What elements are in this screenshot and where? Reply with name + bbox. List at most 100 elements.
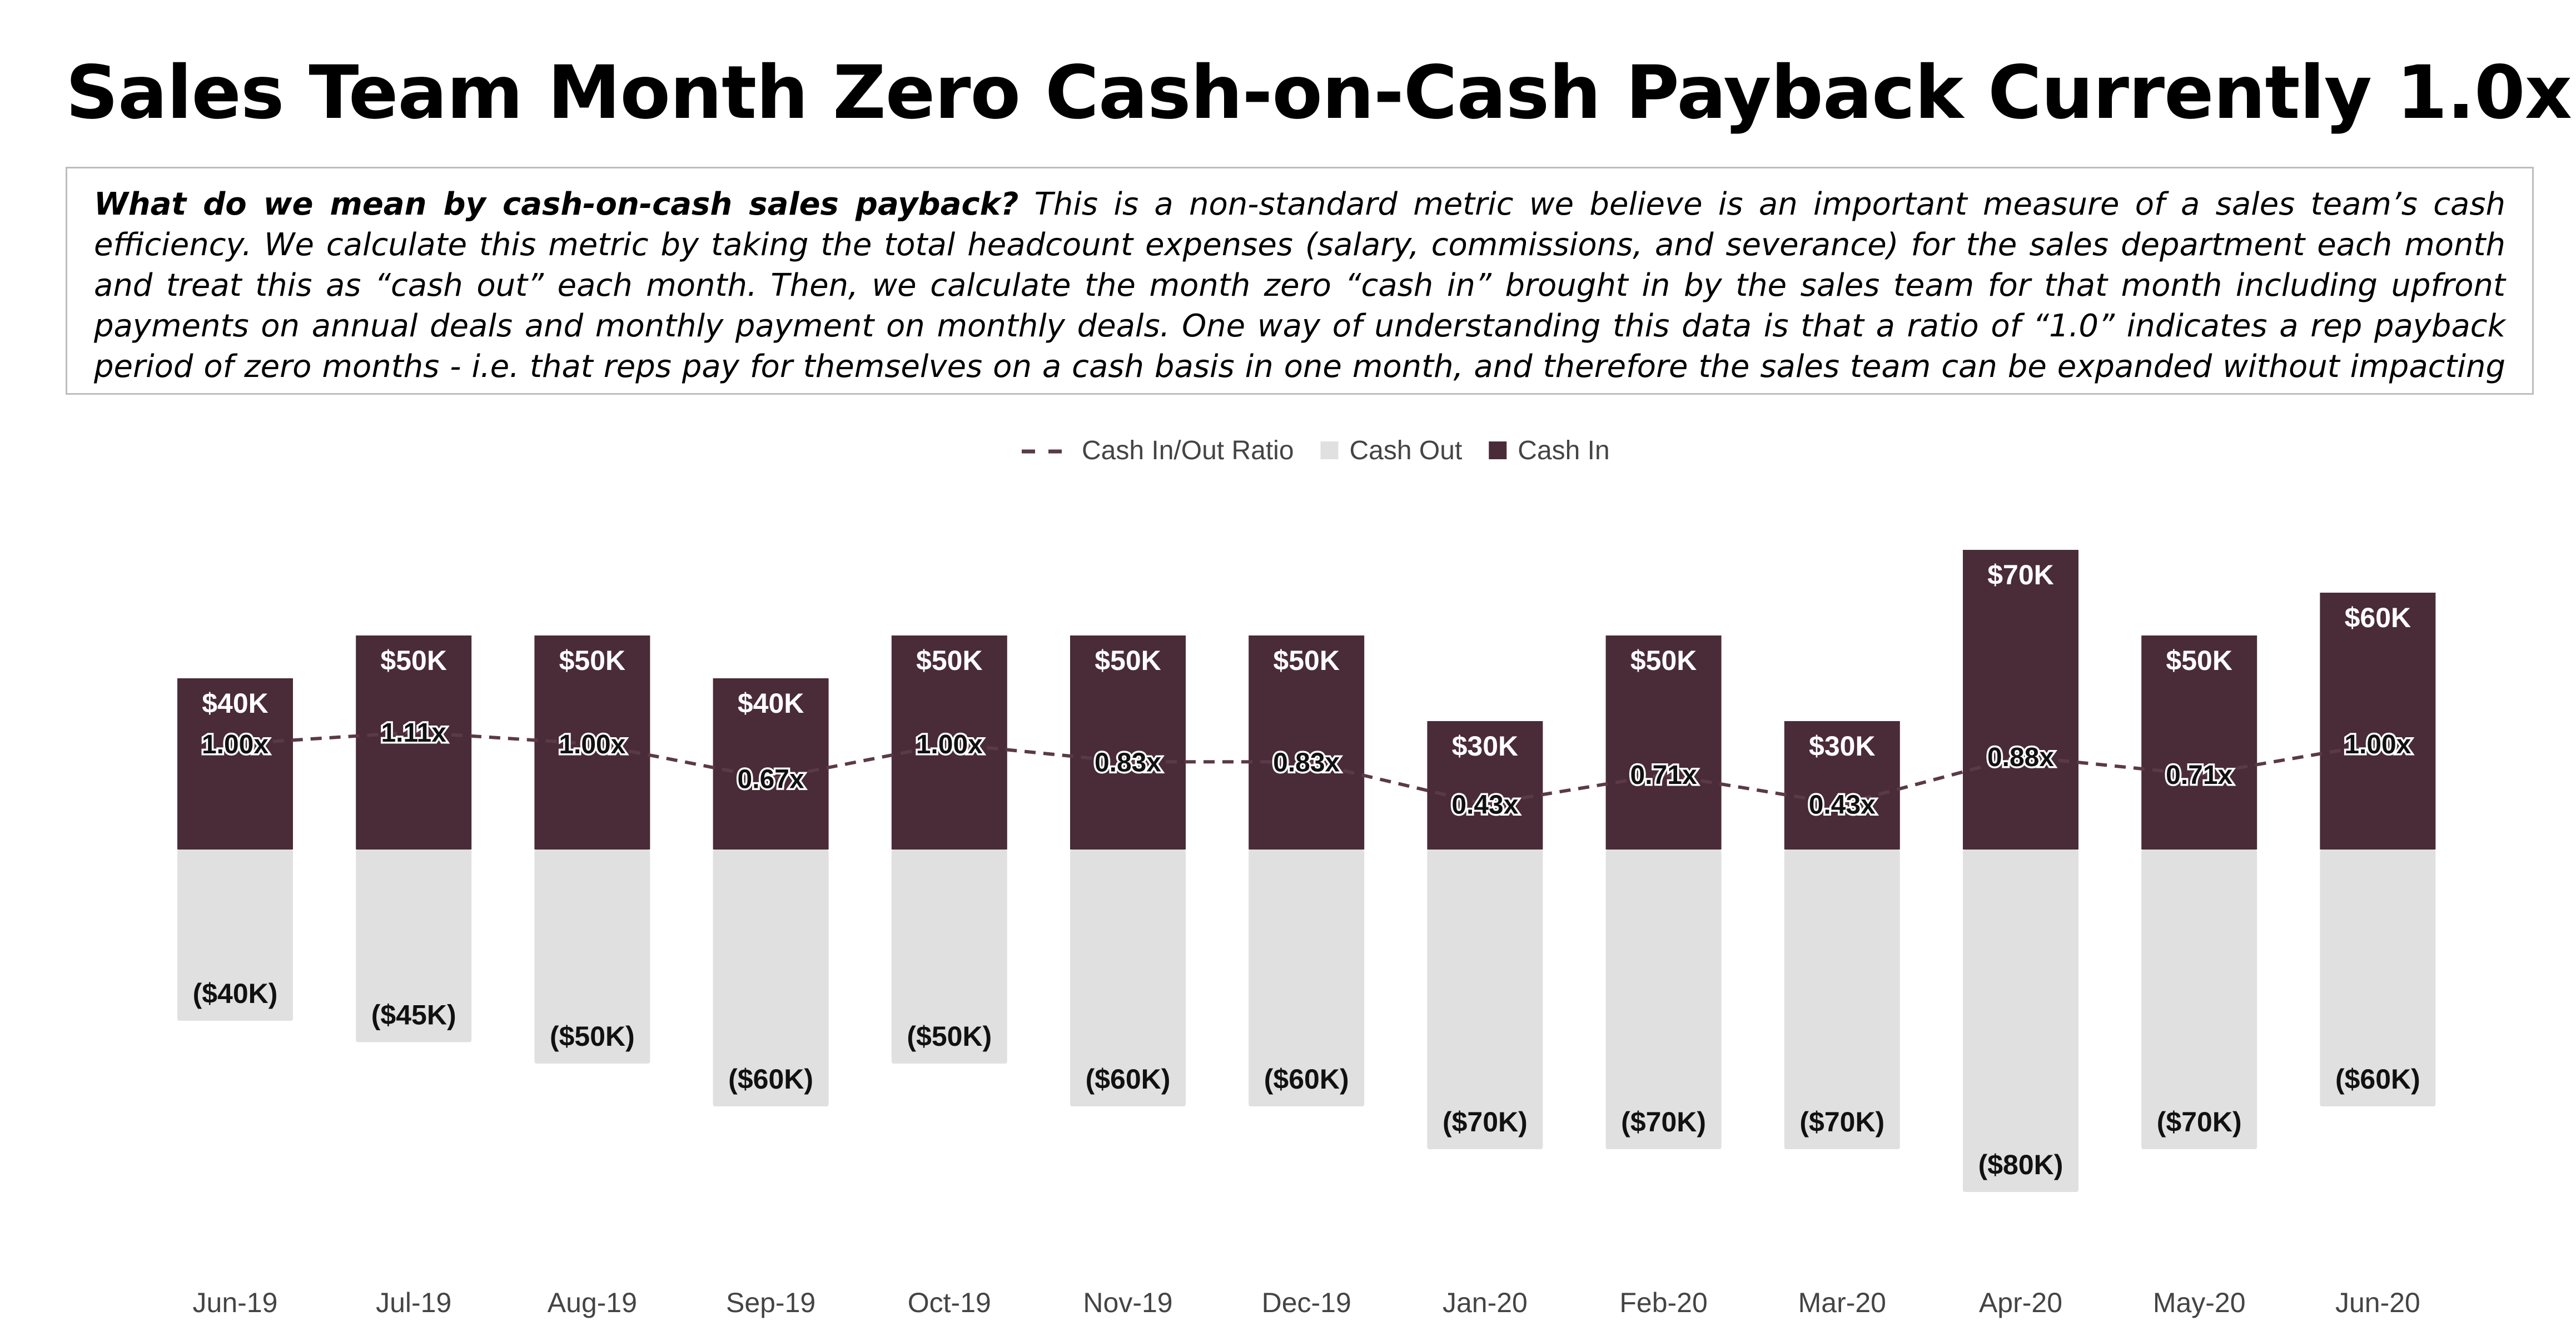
cash-out-bar	[534, 850, 650, 1064]
cash-out-label: ($80K)	[1978, 1149, 2063, 1180]
cash-in-label: $50K	[916, 645, 983, 676]
cash-in-bar	[713, 678, 829, 850]
x-axis-tick-label: Oct-19	[908, 1287, 991, 1318]
ratio-line-series	[235, 731, 2378, 806]
x-axis-labels: Jun-19 Jul-19 Aug-19 Sep-19 Oct-19 Nov-19 Dec-…	[193, 1287, 2420, 1318]
cash-out-label: ($60K)	[728, 1064, 813, 1095]
x-axis-tick-label: Mar-20	[1798, 1287, 1886, 1318]
cash-out-label: ($60K)	[1264, 1064, 1349, 1095]
cash-out-bar	[1070, 850, 1186, 1106]
ratio-line-segment	[1842, 754, 2021, 806]
cash-out-bar	[1963, 850, 2078, 1192]
cash-in-label: $50K	[1273, 645, 1340, 676]
description-question: What do we mean by cash-on-cash sales pa…	[94, 186, 1019, 222]
cash-in-bar	[1427, 721, 1543, 850]
x-axis-tick-label: Sep-19	[726, 1287, 815, 1318]
x-axis-tick-label: Dec-19	[1262, 1287, 1351, 1318]
ratio-point-label: 1.00x	[202, 730, 268, 759]
ratio-point-label: 0.43x	[1451, 790, 1518, 820]
page-title: Sales Team Month Zero Cash-on-Cash Payba…	[66, 50, 2572, 136]
cash-out-label: ($50K)	[907, 1021, 992, 1052]
cash-out-label: ($70K)	[1621, 1106, 1706, 1138]
ratio-line-segment	[235, 731, 414, 746]
cash-out-bar	[891, 850, 1007, 1064]
cash-in-label: $70K	[1987, 559, 2054, 590]
cash-in-bar	[177, 678, 293, 850]
cash-out-bar	[2141, 850, 2257, 1149]
cash-in-label: $30K	[1809, 731, 1876, 762]
cash-in-label: $40K	[202, 688, 268, 719]
cash-in-label: $50K	[380, 645, 447, 676]
cash-in-bar	[1070, 635, 1186, 850]
cash-out-bar	[1605, 850, 1722, 1149]
cash-in-labels: $40K $50K $50K $40K $50K $50K $50K $30K $50K $30K…	[202, 559, 2411, 762]
legend-label: Cash In	[1518, 436, 1609, 465]
cash-out-bar	[1784, 850, 1900, 1149]
ratio-point-label: 0.67x	[738, 765, 804, 794]
cash-in-bar	[1784, 721, 1900, 850]
ratio-point-label: 1.00x	[2344, 730, 2411, 759]
cash-out-bar	[1427, 850, 1543, 1149]
legend-cash-out-swatch	[1320, 441, 1339, 459]
legend-item: Cash Out	[1320, 436, 1463, 465]
ratio-point-label: 0.88x	[1987, 743, 2054, 772]
cash-in-label: $50K	[2166, 645, 2232, 676]
ratio-point-label: 0.83x	[1273, 748, 1340, 777]
cash-in-bar	[2320, 593, 2436, 850]
cash-out-label: ($60K)	[1086, 1064, 1171, 1095]
cash-out-bar	[713, 850, 829, 1106]
legend-item: Cash In/Out Ratio	[1022, 436, 1294, 465]
legend-item: Cash In	[1489, 436, 1610, 465]
ratio-line-segment	[2020, 754, 2200, 777]
cash-in-label: $50K	[559, 645, 626, 676]
cash-in-bar	[2141, 635, 2257, 850]
cash-out-bar	[1249, 850, 1365, 1106]
ratio-labels: 1.00x 1.11x 1.00x 0.67x 1.00x 0.83x 0.83x 0.43x…	[200, 717, 2413, 822]
x-axis-tick-label: Nov-19	[1083, 1287, 1172, 1318]
cash-in-label: $50K	[1095, 645, 1161, 676]
ratio-line-segment	[770, 742, 950, 781]
cash-in-bar	[1963, 550, 2078, 850]
ratio-point-label: 0.71x	[1630, 761, 1697, 790]
x-axis-tick-label: Apr-20	[1979, 1287, 2062, 1318]
description-box: What do we mean by cash-on-cash sales pa…	[66, 167, 2534, 395]
cash-in-label: $40K	[738, 688, 804, 719]
ratio-point-label: 0.71x	[2166, 761, 2232, 790]
cash-in-label: $50K	[1630, 645, 1697, 676]
cash-out-label: ($70K)	[1443, 1106, 1528, 1138]
legend-cash-in-swatch	[1489, 441, 1507, 459]
ratio-point-label: 1.00x	[559, 730, 625, 759]
cash-in-bars	[177, 550, 2436, 850]
ratio-point-label: 0.43x	[1809, 790, 1876, 820]
cash-payback-chart: Cash In/Out Ratio Cash Out Cash In $40K $50…	[177, 436, 2436, 1318]
ratio-line-segment	[591, 742, 772, 781]
x-axis-tick-label: Jun-19	[193, 1287, 278, 1318]
cash-in-label: $30K	[1452, 731, 1519, 762]
cash-out-label: ($70K)	[1799, 1106, 1884, 1138]
cash-out-bar	[356, 850, 472, 1042]
x-axis-tick-label: Jan-20	[1443, 1287, 1528, 1318]
cash-out-labels: ($40K) ($45K) ($50K) ($60K) ($50K) ($60K) ($60…	[193, 978, 2420, 1180]
chart-legend: Cash In/Out Ratio Cash Out Cash In	[1022, 436, 1610, 465]
cash-out-bar	[177, 850, 293, 1021]
cash-out-label: ($45K)	[371, 1000, 456, 1031]
cash-out-label: ($60K)	[2335, 1064, 2420, 1095]
cash-in-bar	[1605, 635, 1722, 850]
ratio-line-segment	[414, 731, 593, 746]
ratio-line-segment	[949, 742, 1128, 764]
legend-label: Cash Out	[1350, 436, 1463, 465]
ratio-point-label: 0.83x	[1095, 748, 1161, 777]
cash-out-bar	[2320, 850, 2436, 1106]
cash-out-label: ($50K)	[550, 1021, 635, 1052]
cash-in-bar	[1249, 635, 1365, 850]
x-axis-tick-label: Feb-20	[1619, 1287, 1707, 1318]
description-body: This is a non-standard metric we believe…	[94, 186, 2505, 393]
ratio-point-label: 1.00x	[916, 730, 983, 759]
cash-out-label: ($70K)	[2157, 1106, 2242, 1138]
ratio-line-segment	[1306, 760, 1486, 806]
legend-label: Cash In/Out Ratio	[1082, 436, 1294, 465]
cash-out-bars	[177, 850, 2436, 1192]
cash-out-label: ($40K)	[193, 978, 278, 1009]
cash-in-bar	[356, 635, 472, 850]
x-axis-tick-label: Jun-20	[2335, 1287, 2420, 1318]
